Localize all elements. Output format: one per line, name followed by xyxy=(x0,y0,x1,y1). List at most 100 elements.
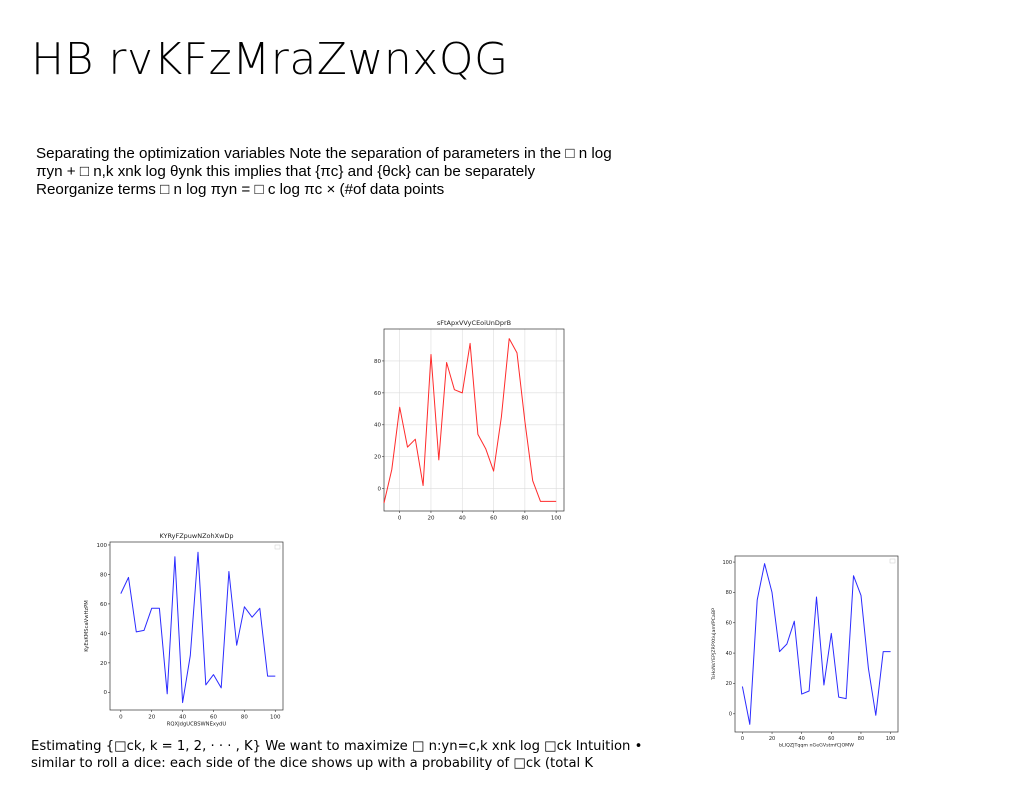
y-tick-label: 60 xyxy=(374,391,381,397)
data-point xyxy=(407,447,408,448)
data-point xyxy=(252,617,253,618)
data-point xyxy=(128,577,129,578)
plot-frame xyxy=(734,555,899,733)
y-tick-label: 0 xyxy=(729,712,732,718)
data-point xyxy=(540,501,541,502)
chart-1: 0 20 40 60 80 100 0 20 40 60 80 100 KYRyFZpuwNZohXwD… xyxy=(84,532,284,728)
data-point xyxy=(462,392,463,393)
y-tick-label: 100 xyxy=(722,560,732,566)
y-tick-label: 20 xyxy=(726,681,732,687)
data-point xyxy=(267,676,268,677)
chart-2: 0 20 40 60 80 100 0 20 40 60 80 100 bLIQZJTqqm nGeGV… xyxy=(711,555,899,749)
data-point xyxy=(771,592,772,593)
y-tick-label: 80 xyxy=(726,590,732,596)
data-point xyxy=(213,674,214,675)
chart-0: 0 20 40 60 80 100 0 20 40 60 80 sFtApxVVyCEoiUnDprB xyxy=(374,319,565,522)
legend-box xyxy=(274,544,281,550)
x-tick-label: 20 xyxy=(769,736,775,742)
x-tick-label: 40 xyxy=(179,715,186,721)
x-axis-label: bLIQZJTqqm nGeGVstmfCJOMW xyxy=(779,743,854,749)
y-tick-label: 0 xyxy=(104,690,108,696)
x-tick-label: 60 xyxy=(490,516,497,522)
data-point xyxy=(151,608,152,609)
data-point xyxy=(493,470,494,471)
data-point xyxy=(143,630,144,631)
data-point xyxy=(779,651,780,652)
data-point xyxy=(838,697,839,698)
x-tick-label: 100 xyxy=(886,736,896,742)
slide-title: HB rvKFzMraZwnxQG xyxy=(31,34,509,85)
y-tick-label: 60 xyxy=(726,621,732,627)
y-tick-label: 80 xyxy=(374,359,381,365)
data-point xyxy=(205,684,206,685)
data-point xyxy=(197,552,198,553)
x-tick-label: 0 xyxy=(119,715,123,721)
data-point xyxy=(399,407,400,408)
x-tick-label: 40 xyxy=(798,736,804,742)
x-tick-label: 80 xyxy=(521,516,528,522)
data-point xyxy=(846,698,847,699)
data-point xyxy=(174,556,175,557)
y-tick-label: 100 xyxy=(97,543,108,549)
x-tick-label: 80 xyxy=(858,736,864,742)
series-line xyxy=(741,563,891,725)
data-point xyxy=(182,702,183,703)
chart-bottom-left: 0 20 40 60 80 100 0 20 40 60 80 100 KYRyFZpuwNZohXwD… xyxy=(83,528,291,736)
legend-box xyxy=(889,558,896,564)
data-point xyxy=(786,643,787,644)
x-tick-label: 100 xyxy=(551,516,562,522)
data-point xyxy=(794,621,795,622)
series-line xyxy=(383,338,557,504)
data-point xyxy=(438,459,439,460)
data-point xyxy=(816,596,817,597)
data-point xyxy=(509,338,510,339)
data-point xyxy=(469,343,470,344)
data-point xyxy=(236,645,237,646)
data-point xyxy=(136,631,137,632)
data-point xyxy=(757,599,758,600)
plot-frame xyxy=(383,328,565,512)
data-point xyxy=(167,693,168,694)
x-tick-label: 100 xyxy=(270,715,281,721)
x-tick-label: 20 xyxy=(427,516,434,522)
y-tick-label: 20 xyxy=(374,455,381,461)
data-point xyxy=(423,485,424,486)
data-point xyxy=(742,686,743,687)
y-tick-label: 60 xyxy=(100,602,107,608)
x-tick-label: 0 xyxy=(741,736,744,742)
x-tick-label: 60 xyxy=(828,736,834,742)
data-point xyxy=(383,502,384,503)
data-point xyxy=(454,389,455,390)
chart-bottom-right: 0 20 40 60 80 100 0 20 40 60 80 100 bLIQZJTqqm nGeGV… xyxy=(710,552,902,758)
data-point xyxy=(801,693,802,694)
data-point xyxy=(532,480,533,481)
y-axis-label: KyEsKMScaVwHzPM xyxy=(84,600,90,652)
y-tick-label: 0 xyxy=(378,487,382,493)
data-point xyxy=(485,448,486,449)
data-point xyxy=(890,651,891,652)
data-point xyxy=(823,684,824,685)
chart-title: sFtApxVVyCEoiUnDprB xyxy=(437,319,511,327)
x-tick-label: 0 xyxy=(398,516,402,522)
data-point xyxy=(244,606,245,607)
data-point xyxy=(556,501,557,502)
data-point xyxy=(501,416,502,417)
data-point xyxy=(749,724,750,725)
data-point xyxy=(275,676,276,677)
data-point xyxy=(120,593,121,594)
x-tick-label: 20 xyxy=(148,715,155,721)
data-point xyxy=(860,595,861,596)
data-point xyxy=(868,668,869,669)
x-axis-label: RQXJdgUCBSWNExydU xyxy=(167,722,227,728)
y-tick-label: 40 xyxy=(100,631,107,637)
data-point xyxy=(159,608,160,609)
y-tick-label: 40 xyxy=(726,651,732,657)
y-tick-label: 80 xyxy=(100,572,107,578)
data-point xyxy=(764,563,765,564)
data-point xyxy=(259,608,260,609)
data-point xyxy=(446,362,447,363)
y-tick-label: 20 xyxy=(100,661,107,667)
x-tick-label: 40 xyxy=(459,516,466,522)
data-point xyxy=(415,439,416,440)
data-point xyxy=(430,354,431,355)
